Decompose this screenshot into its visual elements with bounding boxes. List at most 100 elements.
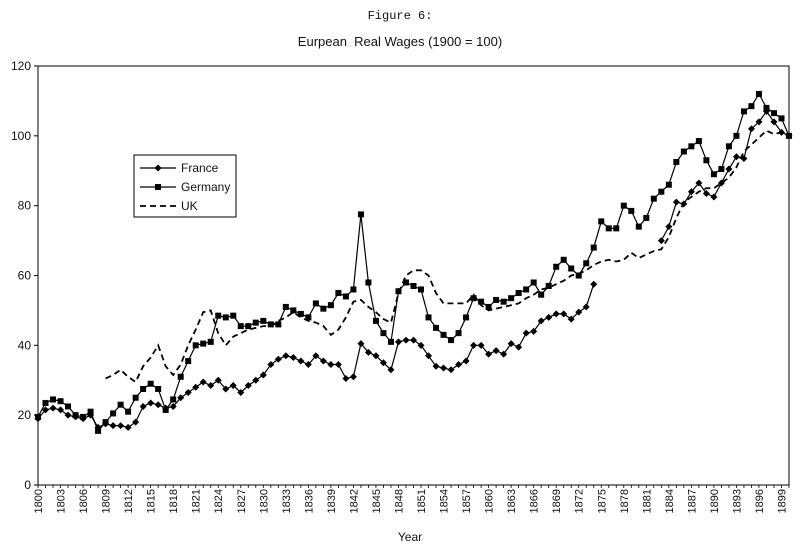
y-tick-label: 40 — [18, 338, 32, 352]
data-point-diamond — [177, 394, 185, 402]
data-point-square — [770, 110, 777, 117]
data-point-square — [695, 138, 702, 145]
data-point-square — [57, 398, 64, 405]
data-point-square — [733, 132, 740, 139]
x-tick-label: 1890 — [709, 489, 721, 513]
x-tick-label: 1815 — [146, 489, 158, 513]
data-point-square — [275, 321, 282, 328]
data-point-square — [463, 314, 470, 321]
x-axis: 1800 1803 1806 1809 1812 1815 1818 1821 1824 1827… — [33, 485, 790, 513]
data-point-diamond — [500, 350, 508, 358]
data-point-diamond — [394, 338, 402, 346]
data-point-square — [703, 157, 710, 164]
data-point-square — [613, 225, 620, 232]
data-point-square — [282, 303, 289, 310]
data-point-square — [357, 211, 364, 218]
x-tick-label: 1866 — [529, 489, 541, 513]
x-tick-label: 1899 — [776, 489, 788, 513]
data-point-square — [222, 314, 229, 321]
data-point-diamond — [229, 381, 237, 389]
data-point-square — [200, 340, 207, 347]
y-tick-label: 120 — [11, 59, 31, 73]
x-tick-label: 1887 — [686, 489, 698, 513]
data-point-square — [748, 103, 755, 110]
data-point-diamond — [657, 237, 665, 245]
data-point-diamond — [747, 125, 755, 133]
data-point-square — [418, 286, 425, 293]
data-point-square — [478, 298, 485, 305]
data-point-diamond — [334, 361, 342, 369]
data-point-diamond — [207, 381, 215, 389]
data-point-diamond — [425, 352, 433, 360]
data-point-square — [50, 396, 57, 403]
plot-area — [37, 65, 790, 486]
data-point-square — [95, 427, 102, 434]
x-tick-label: 1839 — [326, 489, 338, 513]
data-point-diamond — [297, 357, 305, 365]
x-tick-label: 1824 — [213, 489, 225, 513]
data-point-diamond — [109, 422, 117, 430]
data-point-square — [402, 279, 409, 286]
data-point-diamond — [282, 352, 290, 360]
x-tick-label: 1848 — [393, 489, 405, 513]
data-point-diamond — [710, 193, 718, 201]
data-point-square — [455, 330, 462, 337]
data-point-diamond — [57, 406, 65, 414]
data-point-diamond — [312, 352, 320, 360]
data-point-diamond — [402, 336, 410, 344]
data-point-square — [635, 223, 642, 230]
legend: France Germany UK — [133, 154, 237, 218]
figure-label: Figure 6: — [367, 9, 433, 23]
data-point-diamond — [567, 315, 575, 323]
data-point-square — [140, 385, 147, 392]
x-tick-label: 1830 — [258, 489, 270, 513]
data-point-diamond — [64, 411, 72, 419]
x-tick-label: 1818 — [168, 489, 180, 513]
x-tick-label: 1821 — [191, 489, 203, 513]
data-point-diamond — [132, 418, 140, 426]
data-point-square — [230, 312, 237, 319]
data-point-diamond — [417, 341, 425, 349]
data-point-diamond — [755, 118, 763, 126]
data-point-diamond — [237, 388, 245, 396]
data-point-diamond — [575, 308, 583, 316]
data-point-diamond — [462, 357, 470, 365]
legend-label-germany: Germany — [181, 180, 230, 194]
data-point-diamond — [590, 280, 598, 288]
data-point-diamond — [259, 371, 267, 379]
data-point-square — [553, 263, 560, 270]
data-point-diamond — [267, 361, 275, 369]
y-axis: 0 20 40 60 80 100 120 — [11, 59, 38, 492]
data-point-square — [665, 181, 672, 188]
x-tick-label: 1860 — [484, 489, 496, 513]
data-point-square — [42, 399, 49, 406]
data-point-square — [620, 202, 627, 209]
data-point-diamond — [530, 327, 538, 335]
data-point-square — [297, 310, 304, 317]
data-point-square — [778, 115, 785, 122]
data-point-diamond — [695, 179, 703, 187]
data-point-square — [72, 412, 79, 419]
data-point-square — [117, 401, 124, 408]
data-point-square — [147, 380, 154, 387]
x-tick-label: 1833 — [281, 489, 293, 513]
data-point-square — [718, 166, 725, 173]
data-point-square — [267, 321, 274, 328]
data-point-square — [177, 373, 184, 380]
data-point-square — [170, 396, 177, 403]
data-point-diamond — [560, 310, 568, 318]
data-point-diamond — [252, 376, 260, 384]
data-point-square — [530, 279, 537, 286]
series-layer — [34, 90, 793, 434]
data-point-square — [125, 408, 132, 415]
data-point-diamond — [304, 361, 312, 369]
x-tick-label: 1800 — [33, 489, 45, 513]
data-point-diamond — [537, 317, 545, 325]
data-point-diamond — [169, 402, 177, 410]
data-point-square — [433, 324, 440, 331]
data-point-square — [575, 272, 582, 279]
x-tick-label: 1803 — [56, 489, 68, 513]
data-point-square — [710, 171, 717, 178]
data-point-square — [260, 317, 267, 324]
